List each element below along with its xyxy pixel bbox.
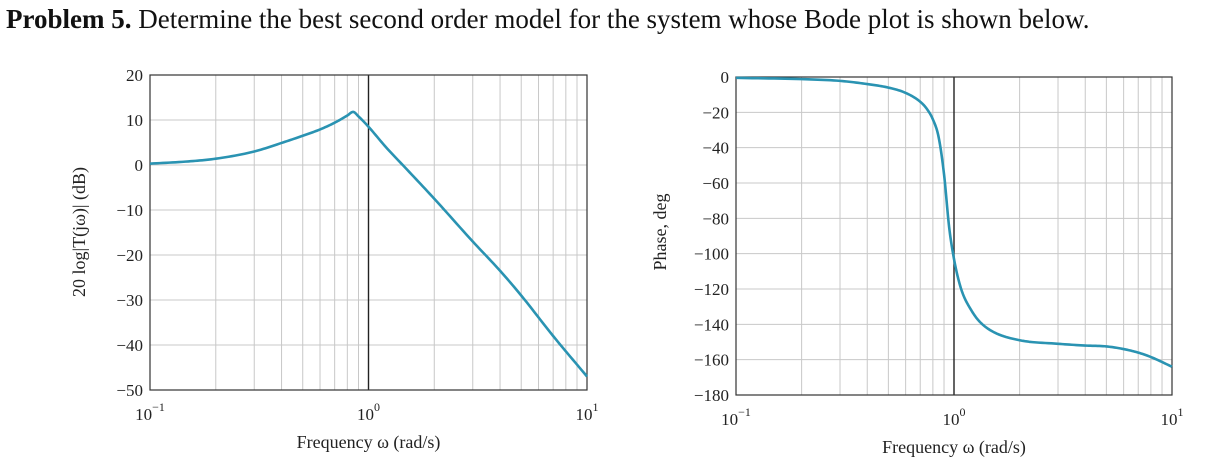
phase-ytick-label: −140 [694, 315, 729, 334]
magnitude-xtick-label: 10−1 [135, 400, 165, 424]
phase-xtick-label: 100 [943, 405, 966, 429]
magnitude-ytick-label: −50 [116, 381, 143, 400]
magnitude-ytick-label: 20 [126, 66, 143, 85]
phase-xtick-label: 101 [1161, 405, 1184, 429]
magnitude-frame [149, 74, 588, 391]
magnitude-curve [149, 110, 588, 378]
phase-curve [735, 76, 1173, 368]
phase-ytick-label: −20 [702, 103, 729, 122]
magnitude-ytick-label: −10 [116, 201, 143, 220]
phase-ytick-label: −40 [702, 139, 729, 158]
magnitude-ytick-label: 0 [135, 156, 144, 175]
problem-text: Determine the best second order model fo… [131, 4, 1090, 34]
phase-xtick-label: 10−1 [721, 405, 751, 429]
phase-ytick-label: −120 [694, 280, 729, 299]
magnitude-ytick-label: −20 [116, 246, 143, 265]
magnitude-ytick-label: 10 [126, 111, 143, 130]
phase-ytick-label: −60 [702, 174, 729, 193]
phase-ytick-label: −100 [694, 245, 729, 264]
magnitude-xaxis-label: Frequency ω (rad/s) [297, 432, 441, 453]
problem-statement: Problem 5. Determine the best second ord… [6, 4, 1090, 35]
phase-yaxis-label: Phase, deg [650, 194, 670, 271]
phase-xaxis-label: Frequency ω (rad/s) [882, 437, 1026, 458]
magnitude-xtick-label: 101 [576, 400, 599, 424]
phase-frame [735, 76, 1173, 396]
phase-ytick-label: 0 [721, 68, 730, 87]
magnitude-ytick-label: −40 [116, 336, 143, 355]
magnitude-yaxis-label: 20 log|T(jω)| (dB) [69, 167, 90, 297]
phase-ytick-label: −180 [694, 386, 729, 405]
problem-number: Problem 5. [6, 4, 132, 34]
phase-ytick-label: −80 [702, 209, 729, 228]
magnitude-ytick-label: −30 [116, 291, 143, 310]
magnitude-xtick-label: 100 [357, 400, 380, 424]
phase-ytick-label: −160 [694, 351, 729, 370]
